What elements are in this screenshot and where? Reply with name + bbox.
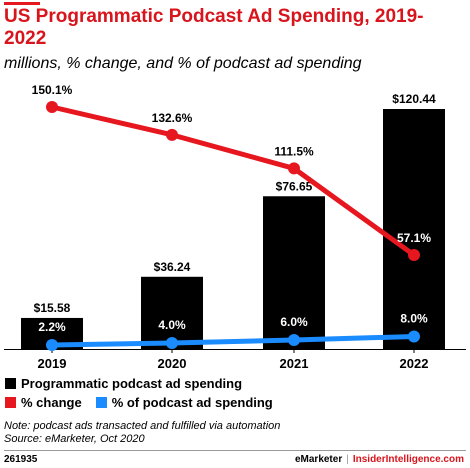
pct-share-label-2022: 8.0%	[400, 312, 428, 326]
pct-share-label-2019: 2.2%	[38, 320, 66, 334]
x-tick-label-2022: 2022	[400, 356, 429, 370]
legend-item-change: % change	[5, 395, 82, 410]
point-pct-share-2021	[288, 334, 300, 346]
brand-separator: |	[346, 454, 349, 465]
x-tick-label-2019: 2019	[38, 356, 67, 370]
note-text: Note: podcast ads transacted and fulfill…	[4, 420, 281, 432]
bar-value-label-2019: $15.58	[34, 301, 71, 315]
legend-label-share: % of podcast ad spending	[111, 395, 273, 410]
pct-share-label-2021: 6.0%	[280, 315, 308, 329]
pct-change-label-2020: 132.6%	[152, 111, 193, 125]
bar-value-label-2020: $36.24	[154, 260, 191, 274]
bar-value-label-2022: $120.44	[392, 92, 436, 106]
brand-site: InsiderIntelligence.com	[352, 454, 464, 465]
point-pct-change-2020	[166, 128, 178, 141]
line-pct-share	[51, 334, 415, 348]
bar-2022	[383, 109, 445, 349]
bar-2020	[141, 276, 203, 349]
title-accent-rule	[4, 2, 40, 5]
bar-value-label-2021: $76.65	[276, 179, 313, 193]
legend-row-2: % change % of podcast ad spending	[5, 395, 287, 410]
pct-share-label-2020: 4.0%	[158, 318, 186, 332]
point-pct-change-2021	[288, 162, 300, 175]
legend-item-share: % of podcast ad spending	[95, 395, 273, 410]
pct-change-label-2019: 150.1%	[32, 83, 73, 97]
brand-name: eMarketer	[294, 454, 343, 465]
legend-swatch-share	[95, 397, 107, 408]
chart-subtitle: millions, % change, and % of podcast ad …	[4, 55, 362, 72]
chart-title: US Programmatic Podcast Ad Spending, 201…	[4, 6, 424, 49]
line-pct-change	[51, 104, 416, 258]
bar-2021	[263, 196, 325, 349]
x-tick-label-2020: 2020	[158, 356, 187, 370]
point-pct-share-2020	[166, 337, 178, 349]
footer-brand: eMarketer | InsiderIntelligence.com	[295, 454, 464, 465]
legend-item-bars: Programmatic podcast ad spending	[5, 376, 242, 391]
chart-id: 261935	[4, 454, 38, 465]
footer-rule	[4, 450, 466, 451]
legend-label-change: % change	[21, 395, 82, 410]
chart-plot: $15.58 $36.24 $76.65 $120.44 2019 2020 2021 202…	[4, 83, 466, 370]
legend-label-bars: Programmatic podcast ad spending	[21, 376, 243, 391]
pct-change-label-2021: 111.5%	[274, 144, 314, 158]
legend-swatch-change	[5, 397, 16, 408]
legend-row-1: Programmatic podcast ad spending	[5, 376, 256, 391]
source-text: Source: eMarketer, Oct 2020	[4, 433, 145, 445]
footnote: Note: podcast ads transacted and fulfill…	[4, 420, 280, 446]
point-pct-share-2019	[46, 339, 58, 351]
legend-swatch-bars	[5, 378, 16, 389]
point-pct-share-2022	[408, 330, 420, 343]
point-pct-change-2022	[408, 249, 420, 261]
pct-change-label-2022: 57.1%	[397, 231, 431, 245]
point-pct-change-2019	[46, 101, 58, 113]
x-tick-label-2021: 2021	[280, 356, 309, 370]
